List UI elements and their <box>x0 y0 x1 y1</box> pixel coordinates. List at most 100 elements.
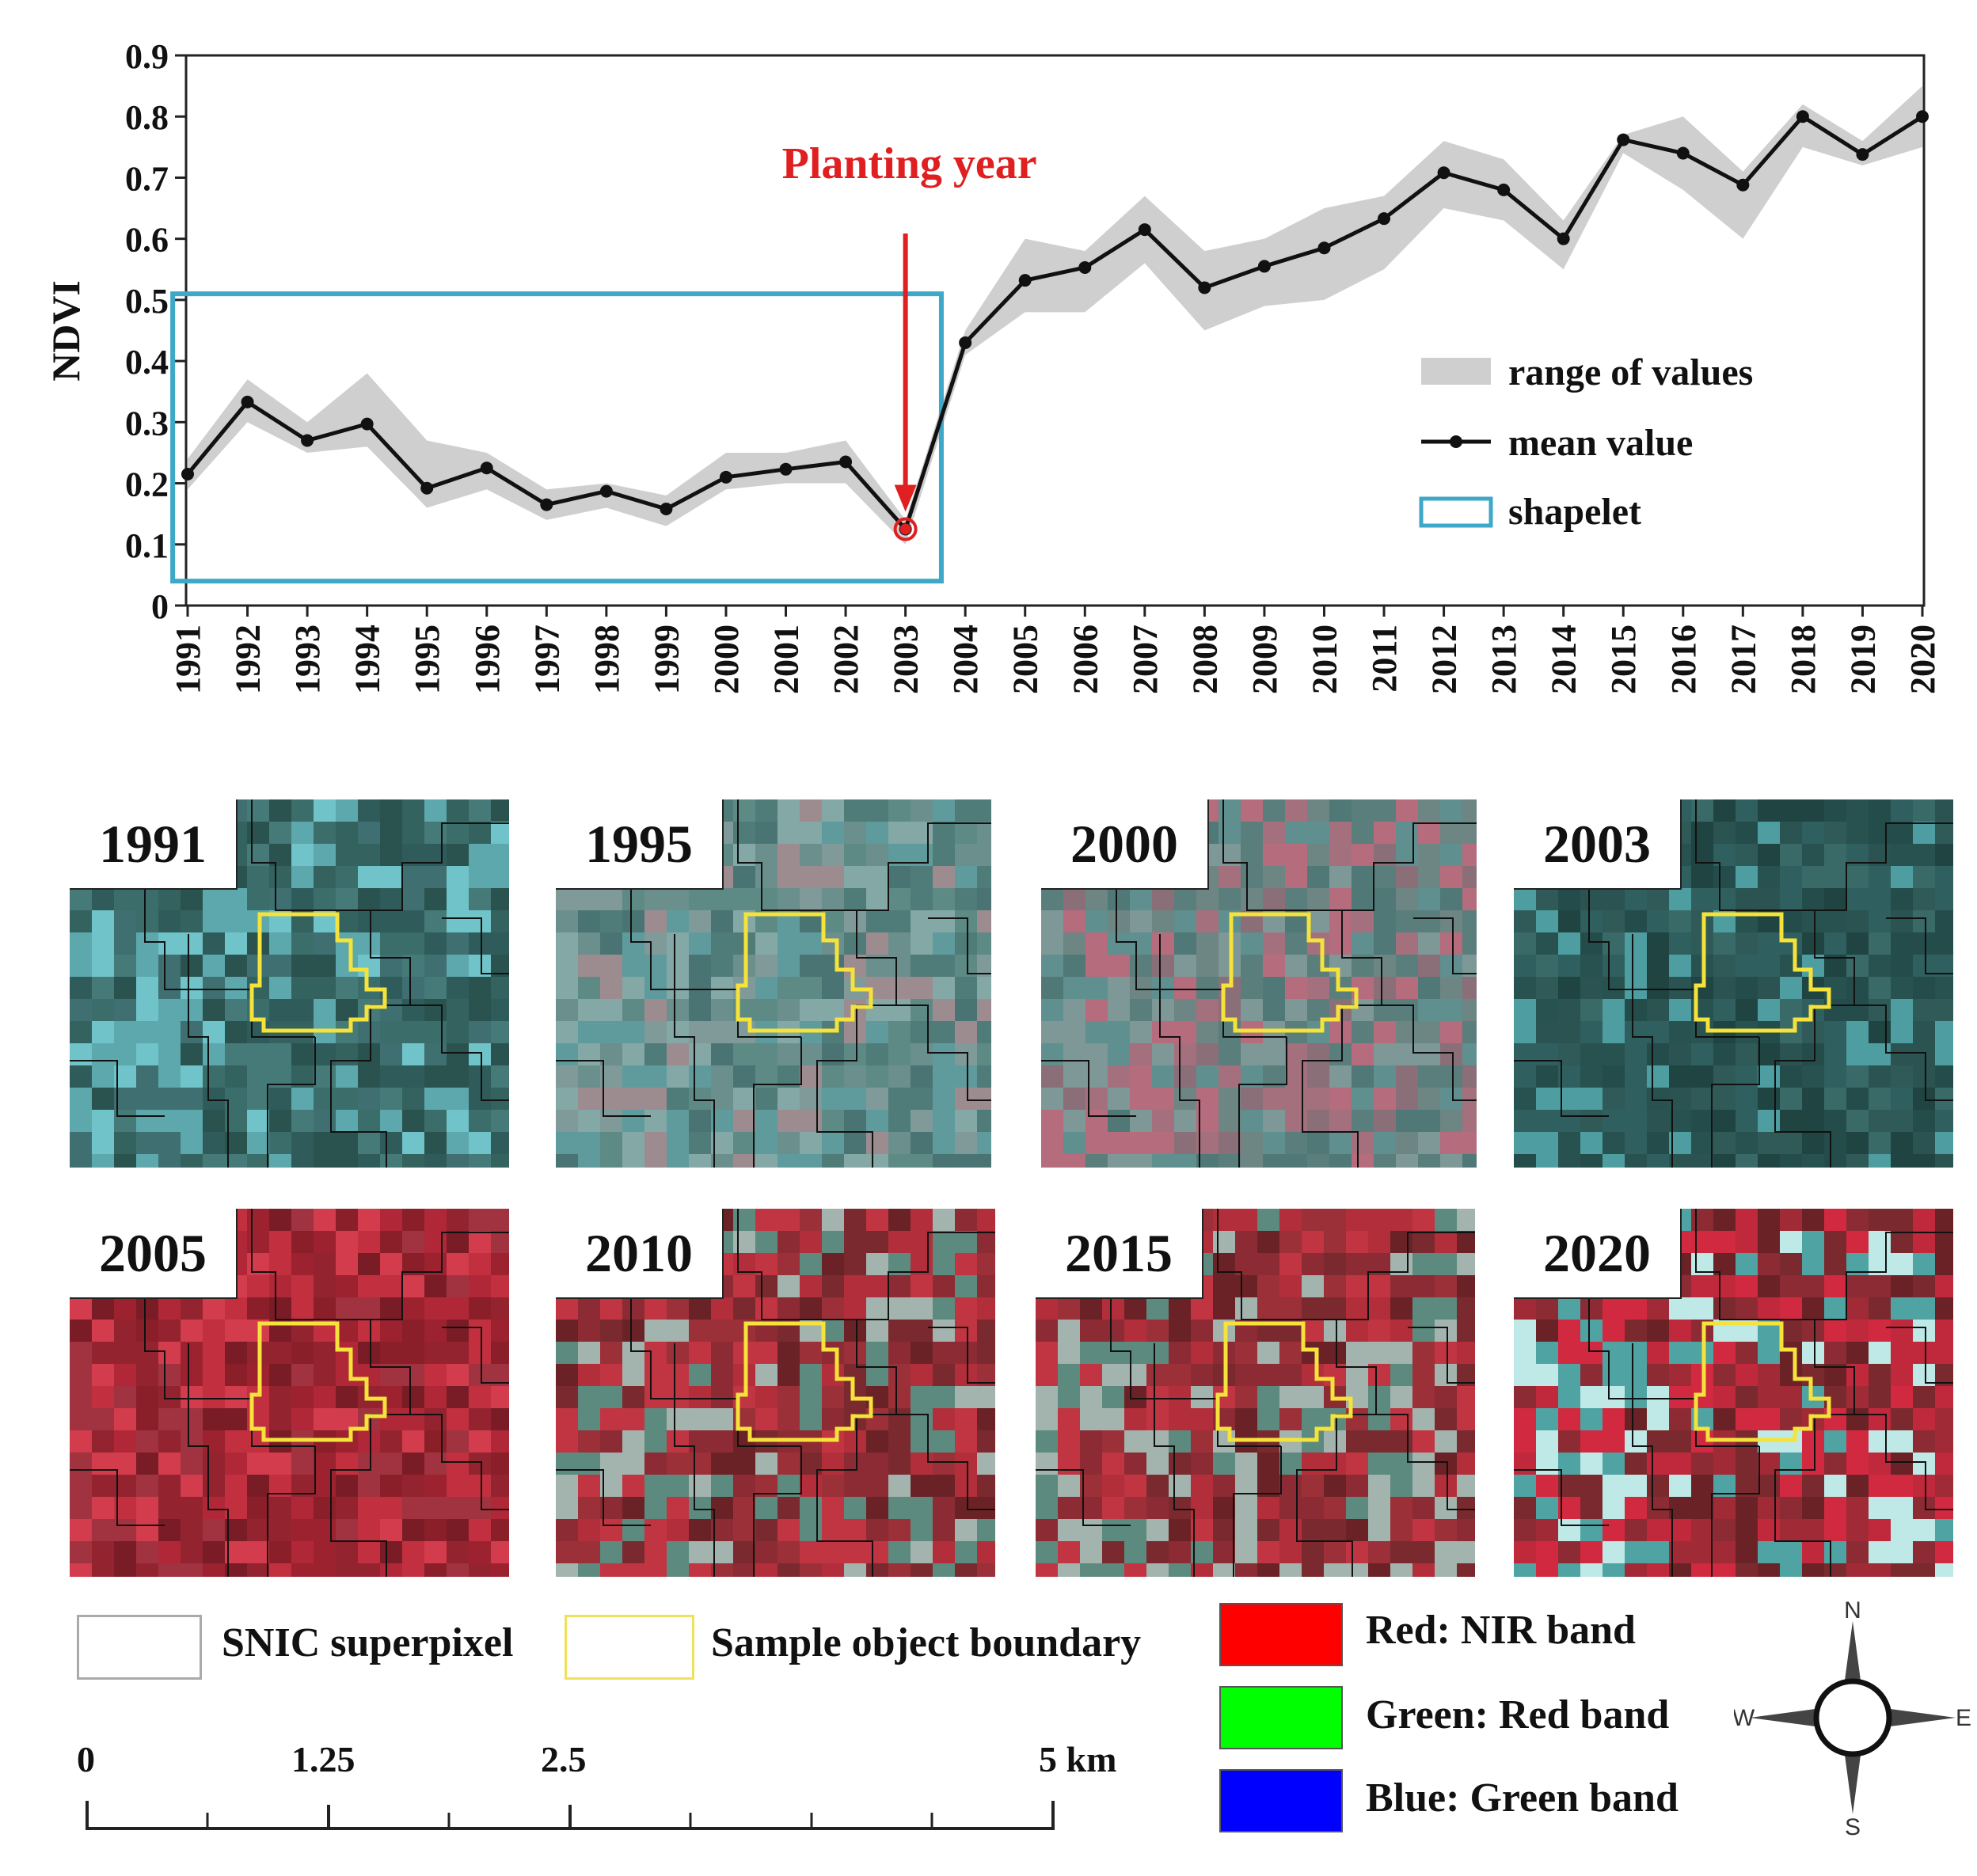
pixel <box>1780 866 1802 888</box>
pixel <box>1802 1453 1824 1475</box>
x-tick-label: 2015 <box>1604 625 1643 694</box>
pixel <box>380 1541 402 1563</box>
pixel <box>1457 1275 1475 1297</box>
pixel <box>1285 999 1307 1021</box>
pixel <box>447 1320 469 1342</box>
pixel <box>314 977 336 999</box>
pixel <box>1390 1297 1412 1320</box>
pixel <box>911 999 933 1021</box>
compass-ring <box>1813 1678 1892 1757</box>
pixel <box>977 1430 995 1453</box>
pixel <box>1191 1342 1213 1364</box>
pixel <box>1307 1065 1329 1088</box>
pixel <box>644 1043 667 1065</box>
pixel <box>977 799 991 822</box>
pixel <box>1846 888 1869 910</box>
pixel <box>1514 1475 1536 1497</box>
pixel <box>622 1563 644 1577</box>
pixel <box>70 1065 92 1088</box>
pixel <box>1558 1430 1580 1453</box>
pixel <box>1514 1563 1536 1577</box>
pixel <box>800 999 822 1021</box>
pixel <box>1758 1065 1780 1088</box>
pixel <box>711 1453 733 1475</box>
pixel <box>1302 1497 1324 1519</box>
pixel <box>711 1021 733 1043</box>
pixel <box>402 1275 424 1297</box>
pixel <box>556 1541 578 1563</box>
pixel <box>1758 1541 1780 1563</box>
pixel <box>1108 999 1130 1021</box>
pixel <box>1935 799 1953 822</box>
pixel <box>336 1065 358 1088</box>
superpixel-boundary <box>1711 1037 1760 1168</box>
pixel <box>225 1154 247 1168</box>
pixel <box>114 1297 136 1320</box>
pixel <box>136 910 158 932</box>
pixel <box>777 1386 800 1408</box>
pixel <box>380 1275 402 1297</box>
x-tick-label: 2005 <box>1006 625 1045 694</box>
pixel <box>1440 1043 1462 1065</box>
pixel <box>1669 1154 1691 1168</box>
pixel <box>1846 1297 1869 1320</box>
pixel <box>622 932 644 955</box>
pixel <box>1285 1110 1307 1132</box>
pixel <box>911 1497 933 1519</box>
pixel <box>1536 1430 1558 1453</box>
pixel <box>1891 888 1913 910</box>
sample-object-boundary <box>249 912 387 1033</box>
pixel <box>1647 1132 1669 1154</box>
pixel <box>711 1364 733 1386</box>
pixel <box>1418 1154 1440 1168</box>
pixel <box>225 910 247 932</box>
pixel <box>92 1453 114 1475</box>
pixel <box>1329 1132 1352 1154</box>
pixel <box>1558 888 1580 910</box>
pixel <box>866 822 888 844</box>
pixel <box>447 977 469 999</box>
pixel <box>1041 1154 1063 1168</box>
pixel <box>800 932 822 955</box>
x-tick-label: 2009 <box>1245 625 1284 694</box>
pixel <box>424 1430 447 1453</box>
pixel <box>955 866 977 888</box>
pixel <box>777 1088 800 1110</box>
pixel <box>1824 1320 1846 1342</box>
pixel <box>1058 1408 1080 1430</box>
pixel <box>866 1453 888 1475</box>
x-tick-label: 2008 <box>1185 625 1224 694</box>
pixel <box>380 799 402 822</box>
pixel <box>1580 1132 1603 1154</box>
pixel <box>755 1231 777 1253</box>
pixel <box>1913 1043 1935 1065</box>
pixel <box>1418 822 1440 844</box>
sample-object-boundary <box>736 912 873 1033</box>
pixel <box>1514 1088 1536 1110</box>
pixel <box>1913 1275 1935 1297</box>
pixel <box>1124 1541 1146 1563</box>
pixel <box>70 1320 92 1342</box>
mean-value-point <box>360 417 374 431</box>
pixel <box>1603 1065 1625 1088</box>
pixel <box>578 1065 600 1088</box>
pixel <box>336 932 358 955</box>
pixel <box>822 1132 844 1154</box>
superpixel-boundary <box>442 917 509 974</box>
pixel <box>1647 977 1669 999</box>
pixel <box>578 1364 600 1386</box>
pixel <box>755 1297 777 1320</box>
pixel <box>1736 1043 1758 1065</box>
pixel <box>1063 1154 1085 1168</box>
pixel <box>247 1088 269 1110</box>
pixel <box>911 955 933 977</box>
pixel <box>689 1475 711 1497</box>
pixel <box>1152 1154 1174 1168</box>
pixel <box>1418 910 1440 932</box>
pixel <box>1324 1408 1346 1430</box>
pixel <box>556 1497 578 1519</box>
pixel <box>1780 1320 1802 1342</box>
pixel <box>1558 1563 1580 1577</box>
pixel <box>1625 1132 1647 1154</box>
pixel <box>1440 799 1462 822</box>
